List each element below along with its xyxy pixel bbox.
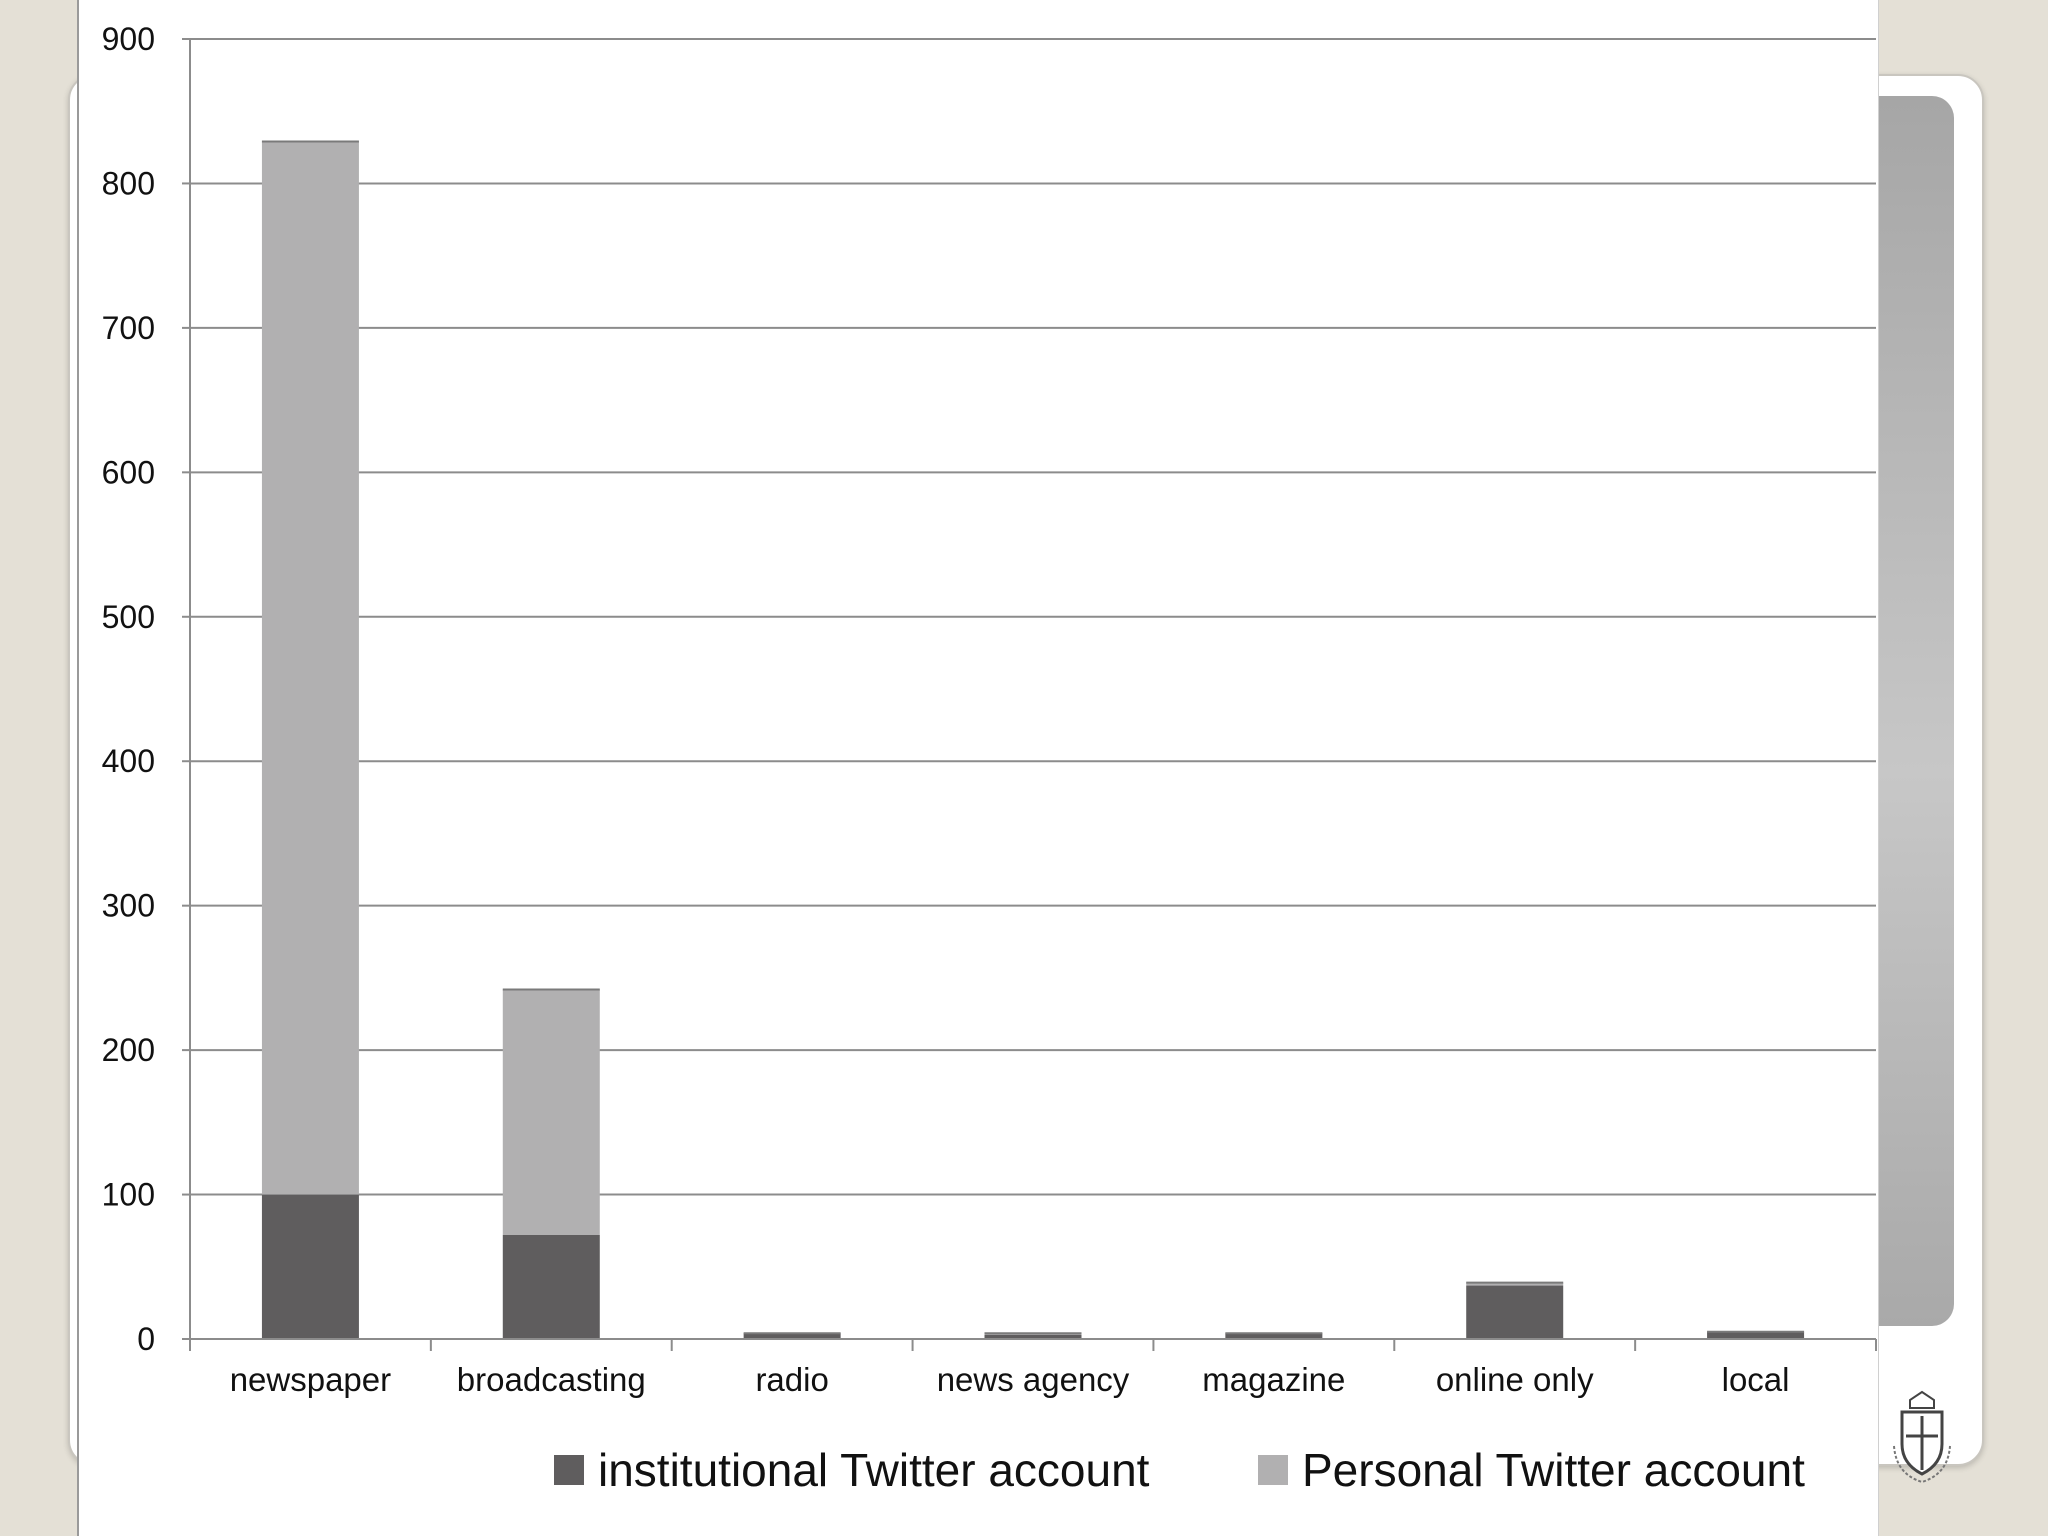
bar-personal xyxy=(502,989,600,1235)
x-tick-label: magazine xyxy=(1202,1361,1345,1398)
bar-institutional xyxy=(502,1235,600,1339)
x-tick-label: newspaper xyxy=(230,1361,391,1398)
y-tick-label: 500 xyxy=(102,599,155,635)
legend-swatch-personal xyxy=(1258,1455,1288,1485)
bar-institutional xyxy=(1225,1333,1323,1339)
bar-institutional xyxy=(261,1194,359,1339)
bar-institutional xyxy=(1466,1285,1564,1339)
tick-labels: 0 100 200 300 400 500 600 700 800 900 newspaper bro… xyxy=(102,21,1790,1398)
x-tick-label: radio xyxy=(755,1361,828,1398)
legend-item-institutional: institutional Twitter account xyxy=(554,1440,1149,1500)
bar-institutional xyxy=(1707,1331,1805,1339)
bar-personal xyxy=(1466,1282,1564,1286)
gridlines xyxy=(190,38,1876,1196)
y-tick-label: 100 xyxy=(102,1177,155,1213)
university-crest-logo xyxy=(1893,1390,1951,1484)
bar-institutional xyxy=(984,1334,1082,1339)
y-tick-label: 600 xyxy=(102,454,155,490)
x-tick-label: local xyxy=(1722,1361,1790,1398)
x-tick-label: broadcasting xyxy=(457,1361,646,1398)
bar-personal xyxy=(261,141,359,1195)
legend-swatch-institutional xyxy=(554,1455,584,1485)
x-tick-label: news agency xyxy=(937,1361,1130,1398)
legend-label-institutional: institutional Twitter account xyxy=(598,1444,1150,1496)
legend-item-personal: Personal Twitter account xyxy=(1258,1440,1805,1500)
bar-institutional xyxy=(743,1333,841,1339)
y-tick-label: 300 xyxy=(102,888,155,924)
y-tick-label: 700 xyxy=(102,310,155,346)
y-tick-label: 0 xyxy=(137,1321,155,1357)
bars xyxy=(261,140,1805,1339)
y-tick-label: 900 xyxy=(102,21,155,57)
axes xyxy=(182,38,1877,1351)
y-tick-label: 800 xyxy=(102,165,155,201)
y-tick-label: 200 xyxy=(102,1032,155,1068)
x-tick-label: online only xyxy=(1436,1361,1594,1398)
legend-label-personal: Personal Twitter account xyxy=(1302,1444,1805,1496)
chart-legend: institutional Twitter account Personal T… xyxy=(0,1440,2048,1500)
chart-frame xyxy=(77,0,1879,1536)
y-tick-label: 400 xyxy=(102,743,155,779)
